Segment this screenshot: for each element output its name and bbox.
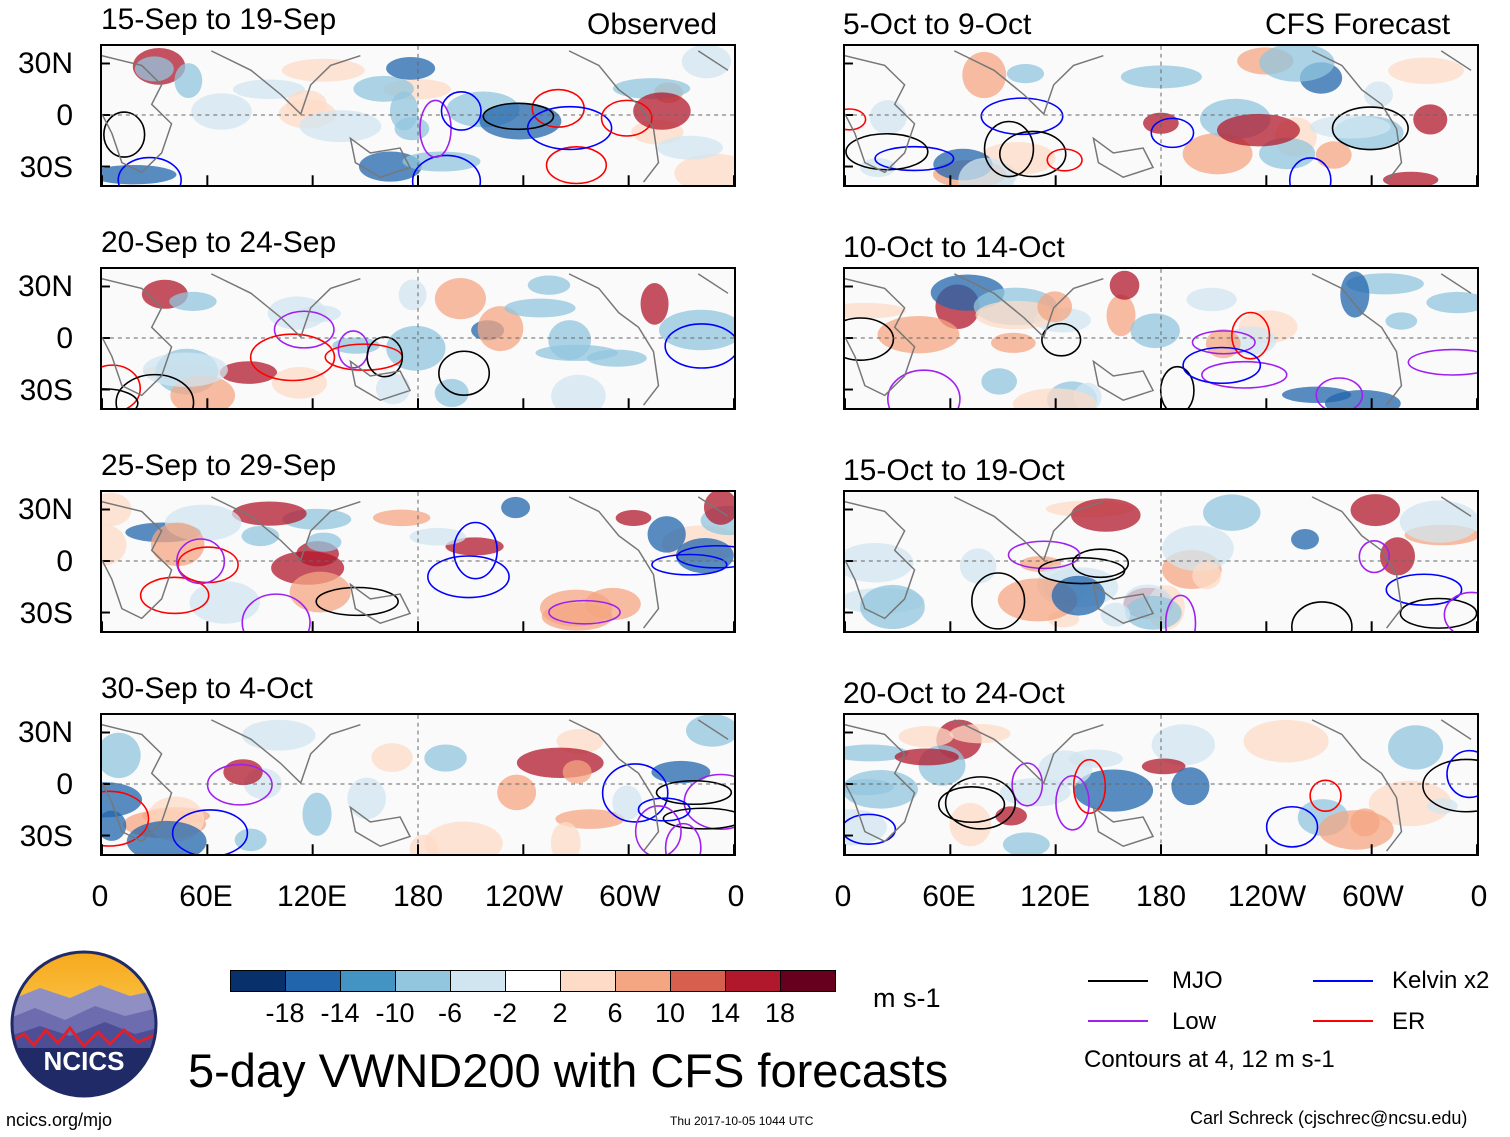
panel-title-obs-3: 25-Sep to 29-Sep bbox=[101, 449, 337, 482]
logo-text: NCICS bbox=[44, 1046, 125, 1076]
lon-label-left-360: 0 bbox=[727, 880, 745, 913]
colorbar-units: m s-1 bbox=[873, 983, 941, 1013]
map-panel-fcst-1 bbox=[843, 44, 1479, 187]
colorbar-tick-label: 2 bbox=[552, 998, 568, 1028]
colorbar-swatch bbox=[395, 970, 451, 992]
anomaly-map bbox=[102, 46, 734, 185]
colorbar-swatch bbox=[780, 970, 836, 992]
colorbar-tick-label: 14 bbox=[709, 998, 741, 1028]
legend-kelvin-label: Kelvin x2 bbox=[1392, 967, 1490, 994]
lat-label-30s-3: 30S bbox=[19, 597, 73, 630]
colorbar-tick-label: -14 bbox=[320, 998, 360, 1028]
colorbar-swatch bbox=[725, 970, 781, 992]
colorbar-tick-label: 6 bbox=[607, 998, 623, 1028]
lon-label-right-0: 0 bbox=[834, 880, 852, 913]
colorbar-tick-label: -10 bbox=[375, 998, 415, 1028]
observed-label: Observed bbox=[587, 8, 718, 41]
colorbar-tick-label: -6 bbox=[437, 998, 462, 1028]
colorbar-swatch bbox=[615, 970, 671, 992]
lon-label-left-180: 180 bbox=[392, 880, 444, 913]
forecast-label: CFS Forecast bbox=[1265, 8, 1451, 41]
legend-kelvin-line bbox=[1313, 980, 1373, 982]
anomaly-map bbox=[102, 492, 734, 631]
lon-label-right-360: 0 bbox=[1470, 880, 1488, 913]
map-panel-obs-1 bbox=[100, 44, 736, 187]
lat-label-eq-2: 0 bbox=[56, 322, 73, 355]
lon-label-right-60e: 60E bbox=[922, 880, 976, 913]
colorbar-tick-label: 18 bbox=[764, 998, 796, 1028]
legend-mjo-line bbox=[1088, 980, 1148, 982]
colorbar-swatch bbox=[230, 970, 286, 992]
anomaly-map bbox=[102, 715, 734, 854]
ncics-logo: NCICS bbox=[10, 950, 158, 1098]
colorbar-swatch bbox=[450, 970, 506, 992]
anomaly-map bbox=[845, 492, 1477, 631]
anomaly-map bbox=[845, 715, 1477, 854]
legend-mjo-label: MJO bbox=[1172, 967, 1223, 994]
colorbar-tick-label: 10 bbox=[654, 998, 686, 1028]
lon-label-left-60e: 60E bbox=[179, 880, 233, 913]
panel-title-obs-2: 20-Sep to 24-Sep bbox=[101, 226, 337, 259]
lat-label-30s-1: 30S bbox=[19, 151, 73, 184]
lat-label-eq-3: 0 bbox=[56, 545, 73, 578]
colorbar-swatch bbox=[340, 970, 396, 992]
anomaly-map bbox=[845, 46, 1477, 185]
lon-label-left-120w: 120W bbox=[484, 880, 564, 913]
colorbar-swatch bbox=[505, 970, 561, 992]
map-panel-obs-2 bbox=[100, 267, 736, 410]
legend-er-label: ER bbox=[1392, 1008, 1426, 1035]
colorbar-swatch bbox=[560, 970, 616, 992]
lat-label-30n-2: 30N bbox=[17, 270, 73, 303]
main-title: 5-day VWND200 with CFS forecasts bbox=[188, 1044, 949, 1097]
colorbar-tick-label: -18 bbox=[265, 998, 305, 1028]
lon-label-right-120w: 120W bbox=[1227, 880, 1307, 913]
lon-label-left-120e: 120E bbox=[276, 880, 348, 913]
panel-title-fcst-3: 15-Oct to 19-Oct bbox=[843, 454, 1065, 487]
lon-label-left-60w: 60W bbox=[599, 880, 661, 913]
colorbar-swatch bbox=[670, 970, 726, 992]
lat-label-eq-4: 0 bbox=[56, 768, 73, 801]
lon-label-left-0: 0 bbox=[91, 880, 109, 913]
legend-low-line bbox=[1088, 1020, 1148, 1022]
panel-title-obs-1: 15-Sep to 19-Sep bbox=[101, 3, 337, 36]
map-panel-fcst-2 bbox=[843, 267, 1479, 410]
lon-label-right-60w: 60W bbox=[1342, 880, 1404, 913]
panel-title-fcst-2: 10-Oct to 14-Oct bbox=[843, 231, 1065, 264]
panel-title-obs-4: 30-Sep to 4-Oct bbox=[101, 672, 313, 705]
lat-label-30s-2: 30S bbox=[19, 374, 73, 407]
lat-label-30n-4: 30N bbox=[17, 716, 73, 749]
legend-er-line bbox=[1313, 1020, 1373, 1022]
lat-label-30n-3: 30N bbox=[17, 493, 73, 526]
legend-contours-note: Contours at 4, 12 m s-1 bbox=[1084, 1046, 1335, 1073]
map-panel-obs-4 bbox=[100, 713, 736, 856]
panel-title-fcst-1: 5-Oct to 9-Oct bbox=[843, 8, 1032, 41]
map-panel-obs-3 bbox=[100, 490, 736, 633]
logo-graphic: NCICS bbox=[10, 950, 158, 1098]
colorbar-tick-label: -2 bbox=[492, 998, 517, 1028]
map-panel-fcst-4 bbox=[843, 713, 1479, 856]
panel-title-fcst-4: 20-Oct to 24-Oct bbox=[843, 677, 1065, 710]
lon-label-right-120e: 120E bbox=[1019, 880, 1091, 913]
lat-label-30s-4: 30S bbox=[19, 820, 73, 853]
footer-url[interactable]: ncics.org/mjo bbox=[6, 1110, 113, 1130]
colorbar-swatch bbox=[285, 970, 341, 992]
footer-timestamp: Thu 2017-10-05 1044 UTC bbox=[670, 1114, 814, 1128]
legend-low-label: Low bbox=[1172, 1008, 1217, 1035]
anomaly-map bbox=[845, 269, 1477, 408]
lat-label-30n-1: 30N bbox=[17, 47, 73, 80]
map-panel-fcst-3 bbox=[843, 490, 1479, 633]
anomaly-map bbox=[102, 269, 734, 408]
lat-label-eq-1: 0 bbox=[56, 99, 73, 132]
footer-credit: Carl Schreck (cjschrec@ncsu.edu) bbox=[1190, 1108, 1468, 1128]
lon-label-right-180: 180 bbox=[1135, 880, 1187, 913]
